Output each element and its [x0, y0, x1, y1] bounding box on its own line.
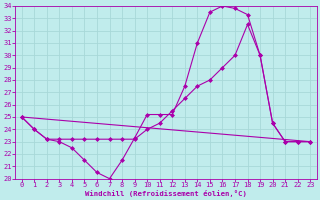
X-axis label: Windchill (Refroidissement éolien,°C): Windchill (Refroidissement éolien,°C): [85, 190, 247, 197]
